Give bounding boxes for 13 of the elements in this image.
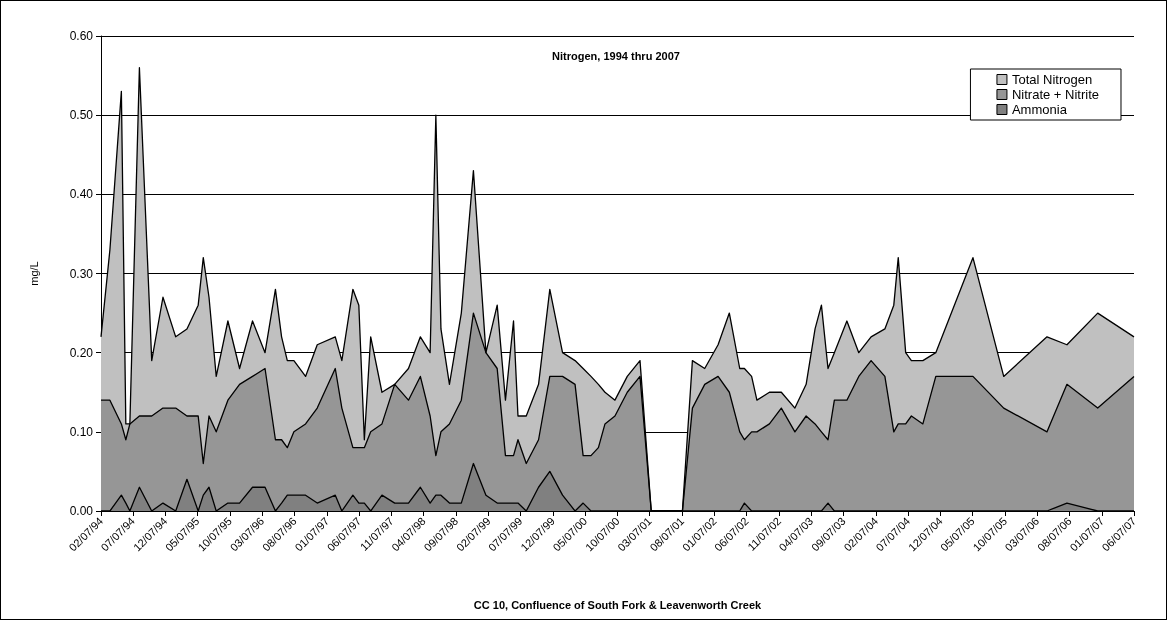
y-tick-label: 0.20 bbox=[69, 345, 94, 360]
legend-label: Ammonia bbox=[1011, 102, 1068, 117]
legend-label: Total Nitrogen bbox=[1011, 72, 1093, 87]
y-axis-title: mg/L bbox=[27, 261, 40, 286]
legend-label: Nitrate + Nitrite bbox=[1011, 87, 1100, 102]
y-tick-label: 0.50 bbox=[69, 108, 94, 123]
x-axis-title: CC 10, Confluence of South Fork & Leavenworth Creek bbox=[473, 598, 763, 611]
y-tick-label: 0.40 bbox=[69, 187, 94, 202]
y-tick-label: 0.10 bbox=[69, 424, 94, 439]
y-tick-label: 0.00 bbox=[69, 504, 94, 518]
y-tick-label: 0.30 bbox=[69, 266, 94, 281]
text: Nitrogen, 1994 thru 2007 bbox=[552, 49, 680, 62]
y-tick-label: 0.60 bbox=[69, 29, 94, 43]
